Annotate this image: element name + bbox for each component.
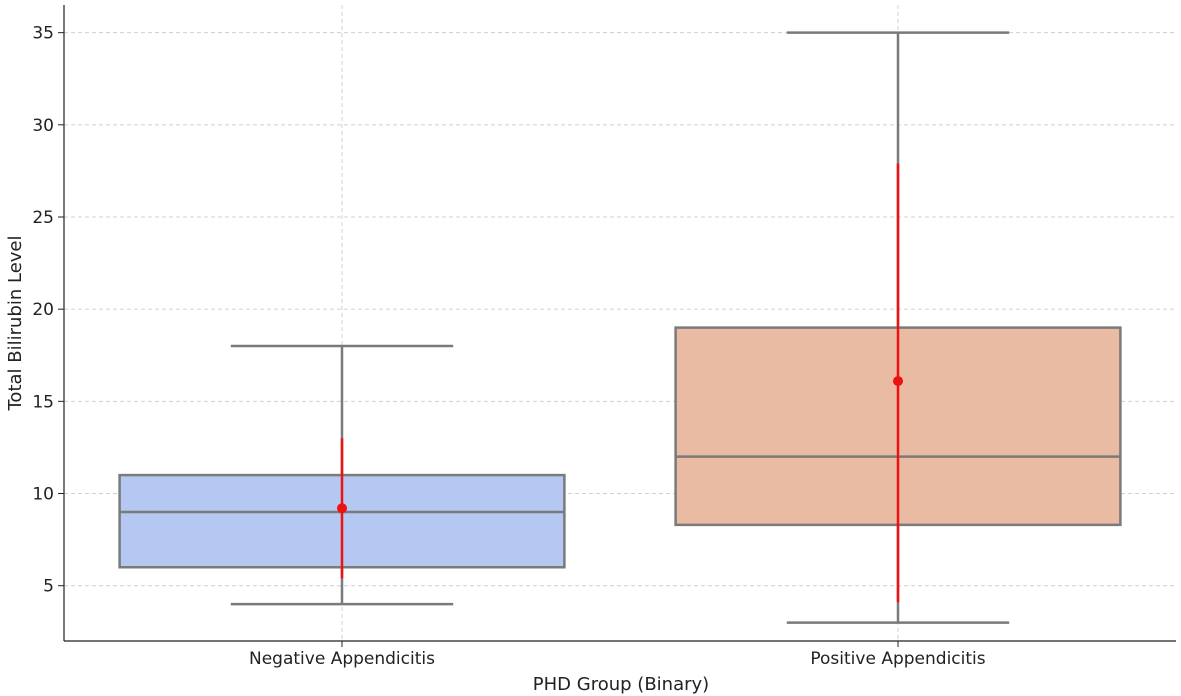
y-tick-label: 20 — [32, 300, 54, 320]
mean-point — [893, 376, 903, 387]
box-group — [674, 31, 1122, 624]
y-axis-label: Total Bilirubin Level — [5, 236, 26, 412]
y-tick-label: 25 — [32, 208, 54, 228]
x-tick-label: Positive Appendicitis — [810, 649, 985, 669]
mean-point — [337, 503, 347, 514]
axes — [63, 5, 1176, 642]
tick-labels: 5 10 15 20 25 30 35 Negative Appendicitis Positi… — [32, 24, 985, 669]
y-tick-label: 30 — [32, 116, 54, 136]
y-tick-label: 5 — [43, 577, 54, 597]
box-group — [118, 344, 566, 606]
y-tick-label: 15 — [32, 392, 54, 412]
y-tick-label: 35 — [32, 24, 54, 44]
boxes-layer — [118, 31, 1122, 624]
x-axis-label: PHD Group (Binary) — [533, 674, 709, 695]
x-tick-label: Negative Appendicitis — [249, 649, 435, 669]
y-tick-label: 10 — [32, 485, 54, 505]
